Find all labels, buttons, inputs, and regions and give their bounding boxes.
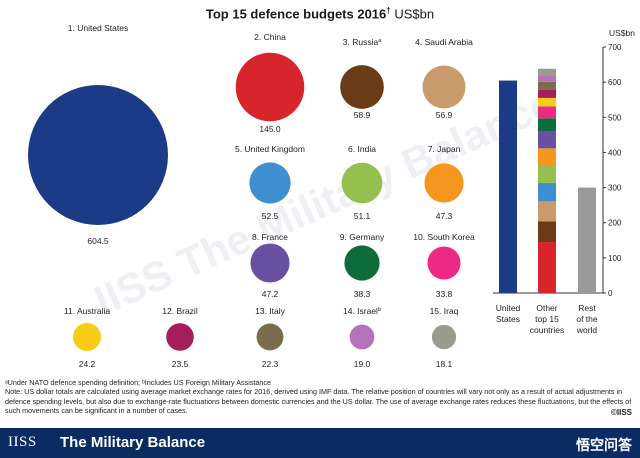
bar-segment-iraq — [538, 68, 556, 76]
bubble-label-united-states: 1. United States — [68, 23, 128, 33]
bubble-japan — [424, 163, 464, 203]
bubble-label-israel: 14. Israelb — [343, 306, 381, 316]
bubble-south-korea — [427, 246, 461, 280]
footnote-markers: ᵃUnder NATO defence spending definition;… — [5, 378, 271, 387]
bubble-label-united-kingdom: 5. United Kingdom — [235, 144, 305, 154]
bubble-label-saudi-arabia: 4. Saudi Arabia — [415, 37, 473, 47]
footer-bar: IISS The Military Balance 悟空问答 — [0, 428, 640, 458]
title-unit: US$bn — [394, 6, 435, 22]
bubble-value-israel: 19.0 — [354, 359, 371, 369]
bubble-label-iraq: 15. Iraq — [430, 306, 459, 316]
publication-title: The Military Balance — [60, 434, 206, 451]
x-category-label-rest-of-the-world: Rest of the world — [576, 303, 598, 335]
bubble-value-australia: 24.2 — [79, 359, 96, 369]
bubble-value-russia: 58.9 — [354, 110, 371, 120]
bar-segment-germany — [538, 118, 556, 132]
bubble-value-japan: 47.3 — [436, 211, 453, 221]
x-category-label-united-states: United States — [496, 303, 521, 324]
chart-title: Top 15 defence budgets 2016† US$bn — [0, 6, 640, 21]
bubble-label-japan: 7. Japan — [428, 144, 461, 154]
bar-segment-brazil — [538, 89, 556, 98]
bubble-value-iraq: 18.1 — [436, 359, 453, 369]
bubble-label-china: 2. China — [254, 32, 286, 42]
bubble-russia — [340, 65, 384, 109]
y-tick-label-600: 600 — [608, 78, 622, 87]
bar-segment-china — [538, 242, 556, 294]
bubble-value-brazil: 23.5 — [172, 359, 189, 369]
bubble-label-india: 6. India — [348, 144, 376, 154]
notes: ᵃUnder NATO defence spending definition;… — [5, 378, 635, 416]
bar-segment-israel — [538, 75, 556, 82]
exchange-rate-note: Note: US dollar totals are calculated us… — [5, 387, 632, 416]
bar-segment-japan — [538, 148, 556, 165]
bubble-label-italy: 13. Italy — [255, 306, 286, 316]
bubble-value-india: 51.1 — [354, 211, 371, 221]
y-tick-label-100: 100 — [608, 254, 622, 263]
bubble-value-united-kingdom: 52.5 — [262, 211, 279, 221]
source-brand: 悟空问答 — [576, 437, 632, 453]
bubble-label-south-korea: 10. South Korea — [413, 232, 475, 242]
title-marker: † — [386, 6, 391, 15]
copyright-mark: ©IISS — [610, 408, 632, 417]
bar-segment-south-korea — [538, 106, 556, 119]
bubble-india — [341, 162, 383, 204]
y-tick-label-300: 300 — [608, 184, 622, 193]
bubble-germany — [344, 245, 380, 281]
bubble-france — [250, 243, 290, 283]
bubble-label-france: 8. France — [252, 232, 288, 242]
bar-united-states — [499, 80, 517, 293]
iiss-logo: IISS — [8, 434, 37, 450]
bar-segment-india — [538, 164, 556, 183]
bubble-value-italy: 22.3 — [262, 359, 279, 369]
bar-rest-of-world — [578, 187, 596, 293]
bubble-italy — [256, 323, 284, 351]
bubble-value-south-korea: 33.8 — [436, 289, 453, 299]
bubble-label-brazil: 12. Brazil — [162, 306, 198, 316]
bar-segment-saudi-arabia — [538, 201, 556, 222]
bubble-label-australia: 11. Australia — [64, 306, 110, 316]
x-category-label-other-top-15-countries: Other top 15 countries — [530, 303, 565, 335]
bubble-label-germany: 9. Germany — [340, 232, 385, 242]
bubble-value-france: 47.2 — [262, 289, 279, 299]
bubble-brazil — [166, 323, 194, 351]
bar-segment-united-kingdom — [538, 182, 556, 202]
bubble-label-russia: 3. Russiaa — [343, 37, 382, 47]
bubble-chart: 1. United States 604.5 2. China 145.0 3. Rus… — [28, 23, 475, 369]
y-tick-label-700: 700 — [608, 43, 622, 52]
bubble-united-kingdom — [249, 162, 291, 204]
bubble-australia — [72, 322, 102, 352]
y-tick-label-0: 0 — [608, 289, 613, 298]
bubble-saudi-arabia — [422, 65, 466, 109]
y-tick-label-400: 400 — [608, 148, 622, 157]
bar-segment-france — [538, 131, 556, 149]
bubble-iraq — [431, 324, 457, 350]
bar-axis-unit: US$bn — [609, 28, 635, 38]
stacked-bar-chart: US$bn 0 100 200 300 400 500 600 700 United States O… — [493, 28, 635, 335]
watermark: IISS The Military Balance — [87, 79, 560, 324]
bubble-china — [235, 52, 305, 122]
y-tick-label-200: 200 — [608, 219, 622, 228]
bar-segment-russia — [538, 221, 556, 243]
bubble-value-saudi-arabia: 56.9 — [436, 110, 453, 120]
bubble-israel — [349, 324, 375, 350]
title-text: Top 15 defence budgets 2016 — [205, 6, 387, 22]
bar-segment-australia — [538, 97, 556, 107]
bubble-value-germany: 38.3 — [354, 289, 371, 299]
bubble-value-united-states: 604.5 — [87, 236, 109, 246]
bar-segment-italy — [538, 81, 556, 90]
bubble-united-states — [28, 85, 168, 225]
y-tick-label-500: 500 — [608, 113, 622, 122]
bubble-value-china: 145.0 — [259, 124, 281, 134]
